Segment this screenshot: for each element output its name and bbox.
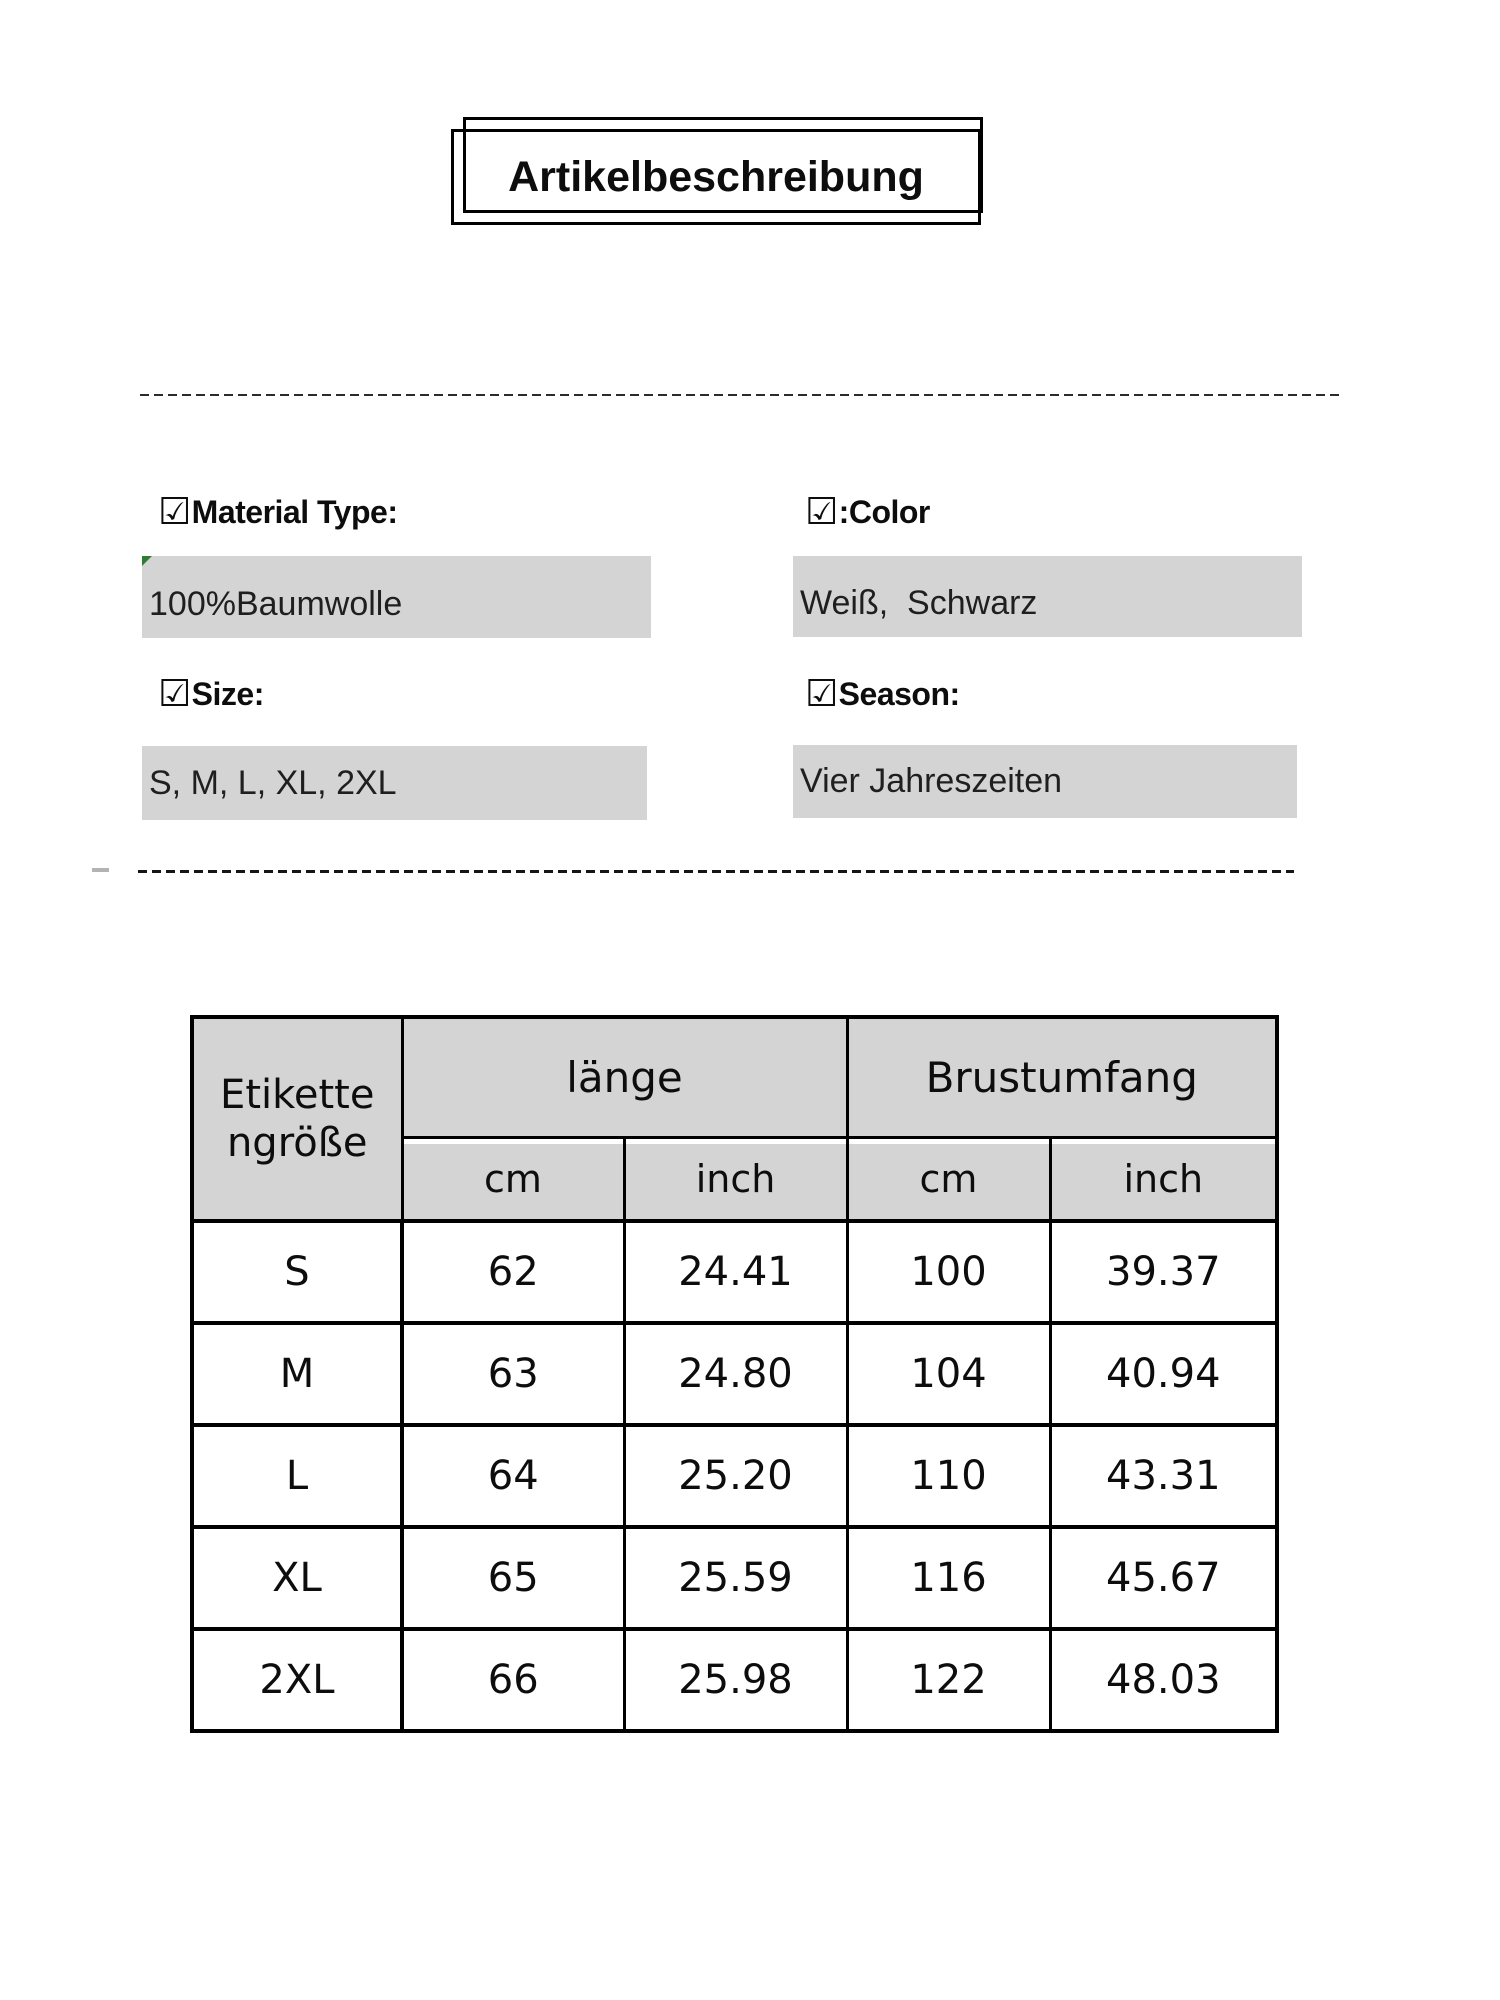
- material-type-value-box: 100%Baumwolle: [142, 556, 651, 638]
- season-value-box: Vier Jahreszeiten: [793, 745, 1297, 818]
- color-label: ☑ :Color: [805, 490, 931, 533]
- value-cell: 63: [400, 1321, 626, 1427]
- dashed-divider-bottom: [138, 870, 1294, 873]
- value-cell: 25.20: [622, 1423, 849, 1529]
- header-etikettengroesse: Etikette ngröße: [190, 1015, 404, 1223]
- value-cell: 24.41: [622, 1219, 849, 1325]
- value-cell: 39.37: [1048, 1219, 1279, 1325]
- value-cell: 43.31: [1048, 1423, 1279, 1529]
- value-cell: 64: [400, 1423, 626, 1529]
- table-row-xl: XL 65 25.59 116 45.67: [190, 1525, 1279, 1631]
- season-label: ☑ Season:: [805, 672, 960, 715]
- checkbox-checked-icon: ☑: [158, 672, 191, 715]
- cell-comment-marker-icon: [142, 556, 152, 566]
- value-cell: 65: [400, 1525, 626, 1631]
- table-row-l: L 64 25.20 110 43.31: [190, 1423, 1279, 1529]
- checkbox-checked-icon: ☑: [805, 672, 838, 715]
- color-label-text: :Color: [838, 494, 931, 530]
- size-value-box: S, M, L, XL, 2XL: [142, 746, 647, 820]
- size-chart-table: Etikette ngröße länge Brustumfang cm inc…: [190, 1015, 1280, 1733]
- checkbox-checked-icon: ☑: [158, 490, 191, 533]
- subheader-laenge-inch: inch: [622, 1136, 849, 1223]
- size-value: S, M, L, XL, 2XL: [149, 763, 397, 802]
- size-cell: S: [190, 1219, 404, 1325]
- table-row-m: M 63 24.80 104 40.94: [190, 1321, 1279, 1427]
- size-cell: XL: [190, 1525, 404, 1631]
- size-cell: M: [190, 1321, 404, 1427]
- title-box-front-border: Artikelbeschreibung: [451, 129, 981, 225]
- value-cell: 25.98: [622, 1627, 849, 1733]
- group-header-laenge: länge: [400, 1015, 849, 1139]
- subheader-laenge-cm: cm: [400, 1136, 626, 1223]
- material-type-label: ☑ Material Type:: [158, 490, 398, 533]
- material-type-label-text: Material Type:: [191, 494, 398, 530]
- size-label: ☑ Size:: [158, 672, 265, 715]
- value-cell: 48.03: [1048, 1627, 1279, 1733]
- material-type-value: 100%Baumwolle: [149, 584, 403, 623]
- table-row-s: S 62 24.41 100 39.37: [190, 1219, 1279, 1325]
- value-cell: 24.80: [622, 1321, 849, 1427]
- value-cell: 25.59: [622, 1525, 849, 1631]
- value-cell: 104: [845, 1321, 1052, 1427]
- color-value-box: Weiß, Schwarz: [793, 556, 1302, 637]
- value-cell: 62: [400, 1219, 626, 1325]
- value-cell: 116: [845, 1525, 1052, 1631]
- subheader-brust-inch: inch: [1048, 1136, 1279, 1223]
- value-cell: 45.67: [1048, 1525, 1279, 1631]
- table-subheader-row: cm inch cm inch: [192, 1136, 1279, 1223]
- season-value: Vier Jahreszeiten: [800, 762, 1063, 800]
- page-title: Artikelbeschreibung: [508, 152, 924, 201]
- value-cell: 66: [400, 1627, 626, 1733]
- subheader-brust-cm: cm: [845, 1136, 1052, 1223]
- dashed-divider-top: [140, 394, 1344, 396]
- checkbox-checked-icon: ☑: [805, 490, 838, 533]
- title-box: Artikelbeschreibung: [451, 117, 996, 225]
- table-row-2xl: 2XL 66 25.98 122 48.03: [190, 1627, 1279, 1733]
- value-cell: 100: [845, 1219, 1052, 1325]
- title-box-back-border: [463, 117, 983, 213]
- color-value: Weiß, Schwarz: [800, 584, 1038, 622]
- value-cell: 110: [845, 1423, 1052, 1529]
- group-header-brustumfang: Brustumfang: [845, 1015, 1279, 1139]
- left-margin-dash: [92, 868, 109, 872]
- value-cell: 122: [845, 1627, 1052, 1733]
- size-label-text: Size:: [191, 676, 265, 712]
- table-group-header-row: Etikette ngröße länge Brustumfang: [190, 1015, 1279, 1223]
- season-label-text: Season:: [838, 676, 960, 712]
- value-cell: 40.94: [1048, 1321, 1279, 1427]
- size-cell: L: [190, 1423, 404, 1529]
- size-cell: 2XL: [190, 1627, 404, 1733]
